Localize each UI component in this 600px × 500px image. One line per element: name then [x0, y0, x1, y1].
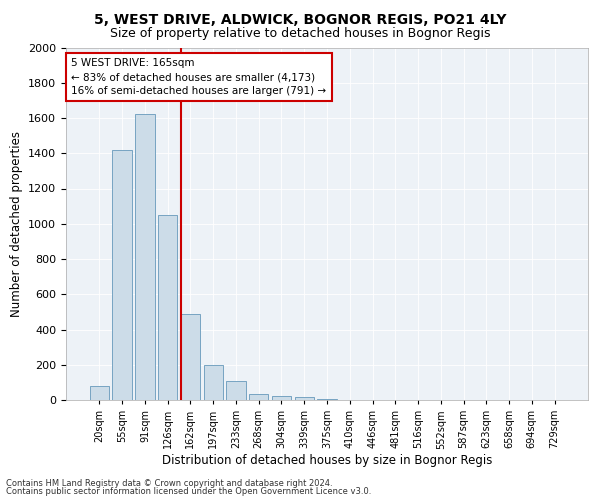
Bar: [112, 150, 132, 400]
Text: 5 WEST DRIVE: 165sqm
← 83% of detached houses are smaller (4,173)
16% of semi-de: 5 WEST DRIVE: 165sqm ← 83% of detached h…: [71, 58, 326, 96]
Text: Size of property relative to detached houses in Bognor Regis: Size of property relative to detached ho…: [110, 28, 490, 40]
Bar: [158, 215, 178, 400]
Bar: [295, 398, 314, 400]
Bar: [226, 382, 245, 400]
Bar: [90, 386, 109, 400]
Y-axis label: Number of detached properties: Number of detached properties: [10, 130, 23, 317]
Bar: [203, 365, 223, 400]
Text: 5, WEST DRIVE, ALDWICK, BOGNOR REGIS, PO21 4LY: 5, WEST DRIVE, ALDWICK, BOGNOR REGIS, PO…: [94, 12, 506, 26]
X-axis label: Distribution of detached houses by size in Bognor Regis: Distribution of detached houses by size …: [162, 454, 492, 467]
Bar: [181, 314, 200, 400]
Bar: [135, 114, 155, 400]
Bar: [272, 396, 291, 400]
Text: Contains public sector information licensed under the Open Government Licence v3: Contains public sector information licen…: [6, 487, 371, 496]
Bar: [249, 394, 268, 400]
Bar: [317, 399, 337, 400]
Text: Contains HM Land Registry data © Crown copyright and database right 2024.: Contains HM Land Registry data © Crown c…: [6, 478, 332, 488]
